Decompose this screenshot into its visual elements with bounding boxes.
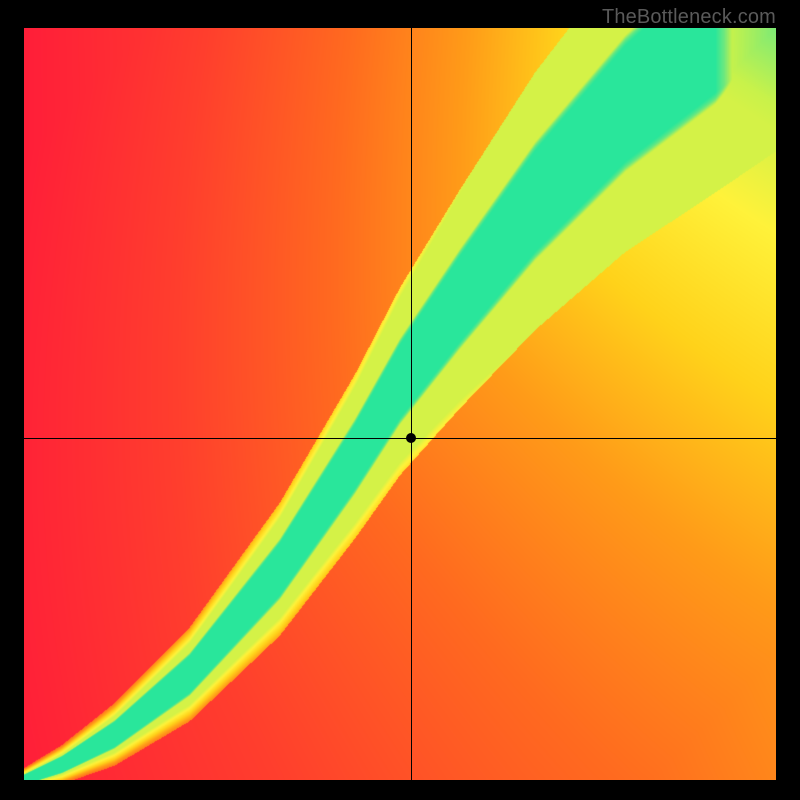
heatmap-plot bbox=[24, 28, 776, 780]
heatmap-canvas bbox=[24, 28, 776, 780]
crosshair-horizontal bbox=[24, 438, 776, 439]
selection-marker bbox=[406, 433, 416, 443]
chart-container: TheBottleneck.com bbox=[0, 0, 800, 800]
watermark-text: TheBottleneck.com bbox=[602, 6, 776, 29]
crosshair-vertical bbox=[411, 28, 412, 780]
